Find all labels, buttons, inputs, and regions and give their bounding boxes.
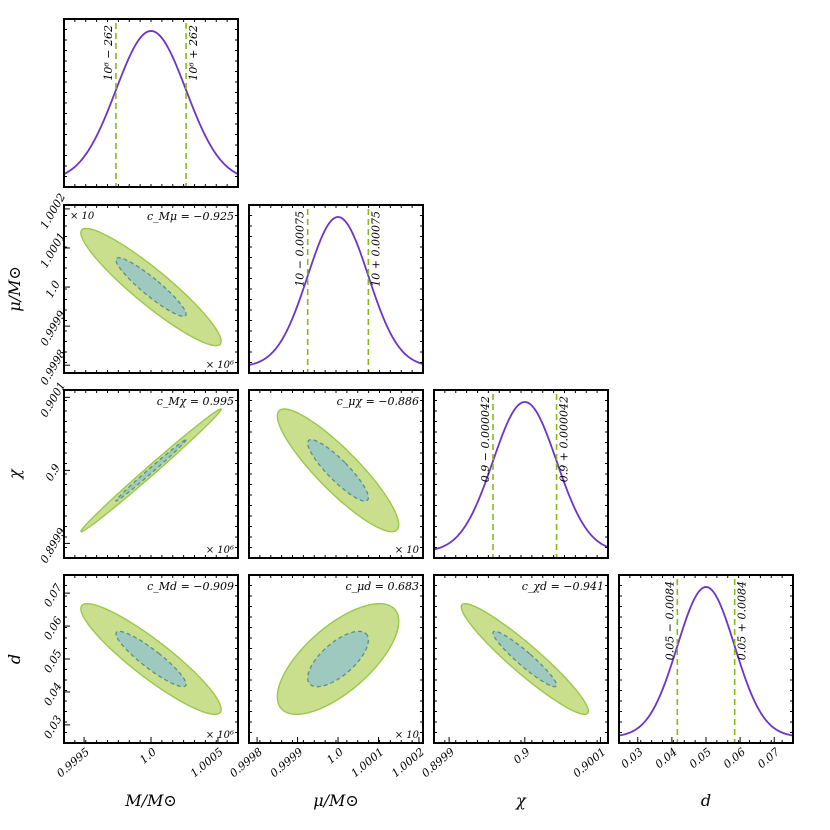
- panel-frame: [248, 389, 424, 559]
- x-axis-M: 0.9995 1.0 1.0005 M/M⊙: [54, 737, 226, 810]
- panel-frame: [433, 389, 609, 559]
- gaussian-curve-mu: [248, 216, 424, 366]
- correlation-label: c_Mχ = 0.995: [157, 395, 234, 408]
- correlation-label: c_Md = −0.909: [147, 580, 234, 593]
- x-tick-label: 0.9: [511, 745, 533, 766]
- contour-1sigma: [115, 630, 187, 688]
- sigma-label-upper: 0.05 + 0.0084: [736, 581, 749, 660]
- contour-group: [276, 602, 400, 716]
- gaussian-curve-M: [63, 30, 239, 175]
- panel-frame: [63, 389, 239, 559]
- gaussian-curve-chi: [433, 401, 609, 551]
- x-tick-label: 0.07: [755, 745, 782, 771]
- x-tick-label: 1.0002: [389, 745, 427, 780]
- y-tick-label: 1.0: [43, 278, 63, 300]
- contour-group: [80, 227, 222, 347]
- x-offset-text: × 10: [395, 730, 420, 741]
- x-offset-text: × 10⁶: [206, 545, 234, 556]
- correlation-label: c_μχ = −0.886: [337, 395, 419, 408]
- y-axis-label: μ/M⊙: [5, 266, 24, 312]
- y-tick-label: 0.9: [43, 462, 63, 484]
- x-tick-label: 0.9998: [227, 745, 265, 780]
- y-tick-label: 0.03: [41, 713, 65, 741]
- x-offset-text: × 10⁶: [206, 360, 234, 371]
- sigma-label-lower: 0.05 − 0.0084: [663, 581, 676, 660]
- x-axis-chi: 0.8999 0.9 0.9001 χ: [419, 737, 608, 810]
- panel-frame: [433, 574, 609, 744]
- marginal-panel-M: 10⁶ − 262 10⁶ + 262: [63, 18, 239, 188]
- contour-1sigma: [307, 630, 370, 688]
- y-tick-label: 0.05: [41, 647, 65, 675]
- sigma-label-lower: 10 − 0.00075: [294, 211, 307, 287]
- x-tick-label: 0.9001: [571, 745, 609, 780]
- x-axis-mu: 0.9998 0.9999 1.0 1.0001 1.0002 μ/M⊙: [227, 737, 427, 810]
- y-tick-label: 0.07: [41, 582, 65, 610]
- x-tick-label: 1.0005: [188, 745, 226, 780]
- panel-frame: [63, 18, 239, 188]
- contour-group: [276, 408, 400, 533]
- x-offset-text: × 10⁶: [206, 730, 234, 741]
- contour-panel-d-M: c_Md = −0.909 × 10⁶: [63, 574, 239, 744]
- contour-group: [80, 602, 222, 716]
- x-tick-label: 0.9995: [54, 745, 92, 780]
- y-axis-label: χ: [5, 468, 24, 480]
- contour-group: [80, 408, 222, 533]
- x-offset-text: × 10: [395, 545, 420, 556]
- x-axis-label: μ/M⊙: [313, 791, 359, 810]
- panel-frame: [248, 574, 424, 744]
- x-tick-label: 0.9999: [268, 745, 306, 780]
- x-tick-label: 0.05: [687, 745, 714, 771]
- contour-panel-chi-M: c_Mχ = 0.995 × 10⁶: [63, 389, 239, 559]
- x-tick-label: 0.8999: [419, 745, 457, 780]
- x-axis-d: 0.03 0.04 0.05 0.06 0.07 d: [619, 737, 782, 810]
- contour-1sigma: [115, 439, 187, 502]
- sigma-label-upper: 10⁶ + 262: [187, 25, 200, 81]
- sigma-label-lower: 10⁶ − 262: [102, 25, 115, 81]
- sigma-label-lower: 0.9 − 0.000042: [479, 396, 492, 482]
- contour-panel-d-mu: c_μd = 0.683 × 10: [248, 574, 424, 744]
- x-tick-label: 1.0: [324, 745, 346, 766]
- correlation-label: c_Mμ = −0.925: [147, 210, 234, 223]
- x-axis-label: M/M⊙: [124, 791, 177, 810]
- contour-1sigma: [492, 630, 558, 688]
- contour-1sigma: [115, 257, 187, 318]
- correlation-label: c_χd = −0.941: [522, 580, 604, 593]
- contour-1sigma: [307, 439, 370, 502]
- x-tick-label: 0.04: [653, 745, 680, 771]
- panel-frame: [248, 204, 424, 374]
- contour-panel-chi-mu: c_μχ = −0.886 × 10: [248, 389, 424, 559]
- y-offset-text: × 10: [70, 211, 95, 222]
- marginal-panel-chi: 0.9 − 0.000042 0.9 + 0.000042: [433, 389, 609, 559]
- sigma-label-upper: 10 + 0.00075: [369, 211, 382, 287]
- x-tick-label: 0.03: [619, 745, 646, 771]
- correlation-label: c_μd = 0.683: [345, 580, 419, 593]
- x-tick-label: 0.06: [721, 745, 748, 771]
- sigma-label-upper: 0.9 + 0.000042: [558, 396, 571, 482]
- x-tick-label: 1.0001: [349, 745, 387, 780]
- x-tick-label: 1.0: [137, 745, 159, 766]
- x-axis-label: χ: [515, 791, 527, 810]
- y-tick-label: 0.04: [41, 680, 65, 708]
- contour-group: [460, 602, 590, 716]
- marginal-panel-d: 0.05 − 0.0084 0.05 + 0.0084: [618, 574, 794, 744]
- panel-frame: [63, 204, 239, 374]
- panel-frame: [618, 574, 794, 744]
- gaussian-curve-d: [618, 586, 794, 737]
- contour-panel-mu-M: c_Mμ = −0.925 × 10⁶ × 10: [63, 204, 239, 374]
- y-axis-label: d: [5, 654, 24, 664]
- contour-panel-d-chi: c_χd = −0.941: [433, 574, 609, 744]
- marginal-panel-mu: 10 − 0.00075 10 + 0.00075: [248, 204, 424, 374]
- y-axis-d: 0.03 0.04 0.05 0.06 0.07 d: [5, 582, 70, 741]
- y-tick-label: 0.06: [41, 614, 65, 642]
- x-axis-label: d: [701, 791, 711, 810]
